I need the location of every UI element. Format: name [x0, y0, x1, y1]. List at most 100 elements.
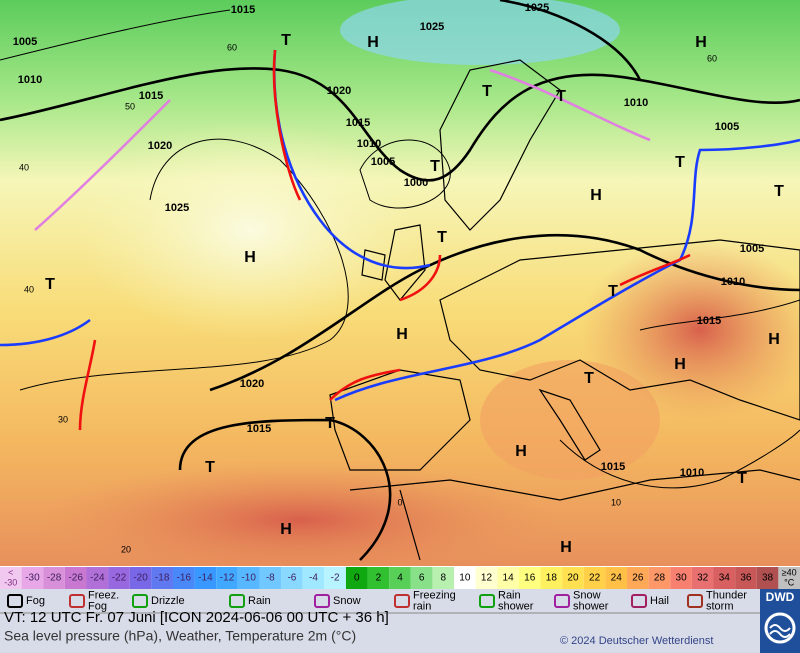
pressure-center: H	[695, 34, 707, 51]
scale-label: 38	[762, 573, 774, 584]
pressure-center: T	[430, 158, 440, 175]
scale-label: 22	[589, 573, 601, 584]
map-shade	[340, 0, 620, 65]
scale-label: 34	[719, 573, 731, 584]
scale-cell	[21, 567, 44, 589]
valid-time: VT: 12 UTC Fr. 07 Juni [ICON 2024-06-06 …	[4, 609, 389, 626]
scale-cell	[108, 567, 130, 589]
cold-front	[0, 318, 91, 347]
isobar	[559, 429, 800, 489]
warm-front	[78, 339, 97, 431]
isobar	[499, 0, 642, 81]
britain	[384, 224, 426, 301]
scale-cell	[345, 567, 368, 589]
warm-front	[619, 253, 691, 287]
legend-icon	[687, 594, 703, 608]
scale-label: -14	[198, 573, 213, 584]
fronts	[0, 49, 800, 431]
isobar	[209, 233, 800, 392]
scandinavia	[439, 59, 561, 231]
grid-label: 50	[125, 101, 135, 111]
grid-label: 0	[397, 497, 402, 507]
isobar-label: 1015	[231, 4, 255, 16]
scale-label: 8	[440, 573, 446, 584]
isobar-label: 1020	[327, 85, 351, 97]
scale-cell	[454, 567, 476, 589]
map-shade	[40, 460, 560, 580]
pressure-center: T	[482, 83, 492, 100]
scale-label: -30	[25, 573, 40, 584]
pressure-center: T	[584, 370, 594, 387]
scale-label: 20	[567, 573, 579, 584]
pressure-center: H	[515, 443, 527, 460]
scale-cell	[389, 567, 411, 589]
scale-label: °C	[784, 577, 795, 587]
copyright: © 2024 Deutscher Wetterdienst	[560, 635, 713, 647]
legend-label: Freezing rain	[413, 589, 456, 612]
scale-label: 24	[611, 573, 623, 584]
isobar	[639, 299, 800, 331]
grid-label: 10	[611, 497, 621, 507]
scale-cell	[432, 567, 455, 589]
scale-label: 30	[676, 573, 688, 584]
scale-label: -4	[309, 573, 318, 584]
isobar-label: 1010	[624, 97, 648, 109]
scale-label: 18	[546, 573, 558, 584]
scale-cell	[324, 567, 346, 589]
isobar	[178, 418, 392, 561]
scale-cell	[151, 567, 173, 589]
dwd-logo-ring	[764, 612, 796, 644]
isobar-label: 1010	[357, 138, 381, 150]
scale-label: -28	[47, 573, 62, 584]
scale-label: 36	[740, 573, 752, 584]
legend-label: Hail	[650, 595, 669, 607]
scale-cell	[172, 567, 195, 589]
isobar-label: 1025	[420, 21, 444, 33]
legend-icon	[394, 594, 410, 608]
coastlines	[329, 59, 800, 561]
scale-cell	[281, 567, 303, 589]
description: Sea level pressure (hPa), Weather, Tempe…	[4, 628, 356, 644]
scale-label: -26	[68, 573, 83, 584]
legend-icon	[314, 594, 330, 608]
weather-legend: Fog Freez. Fog Drizzle Rain Snow Freezing rain R…	[7, 589, 747, 612]
scale-cell	[648, 567, 671, 589]
scale-cell	[735, 567, 757, 589]
isobars	[0, 0, 800, 561]
scale-label: -8	[266, 573, 275, 584]
isobar-label: 1020	[148, 140, 172, 152]
isobar-label: 1005	[715, 121, 739, 133]
scale-label: -12	[220, 573, 235, 584]
isobar-label: 1015	[247, 423, 271, 435]
scale-label: 32	[697, 573, 709, 584]
pressure-center: T	[205, 459, 215, 476]
scale-label: -24	[90, 573, 105, 584]
isobar-label: 1015	[697, 315, 721, 327]
isobar	[19, 138, 349, 391]
scale-cell	[410, 567, 433, 589]
scale-cell	[0, 567, 22, 589]
scale-cell	[497, 567, 519, 589]
legend-icon	[229, 594, 245, 608]
iberia	[329, 369, 471, 471]
warm-front	[329, 368, 401, 401]
map-shade	[80, 120, 420, 340]
pressure-center: H	[396, 326, 408, 343]
scale-label: 26	[632, 573, 644, 584]
pressure-center: H	[280, 521, 292, 538]
scale-label: 28	[654, 573, 666, 584]
scale-cell	[86, 567, 109, 589]
scale-label: -22	[112, 573, 127, 584]
isobar-label: 1010	[721, 276, 745, 288]
legend-icon	[554, 594, 570, 608]
legend-label: Freez. Fog	[88, 589, 119, 612]
italy	[538, 388, 601, 461]
isobar-label: 1000	[404, 177, 428, 189]
scale-cell	[259, 567, 282, 589]
map-shade	[480, 360, 660, 480]
isobar-label: 1015	[346, 117, 370, 129]
scale-cell	[627, 567, 649, 589]
isobar-label: 1005	[740, 243, 764, 255]
